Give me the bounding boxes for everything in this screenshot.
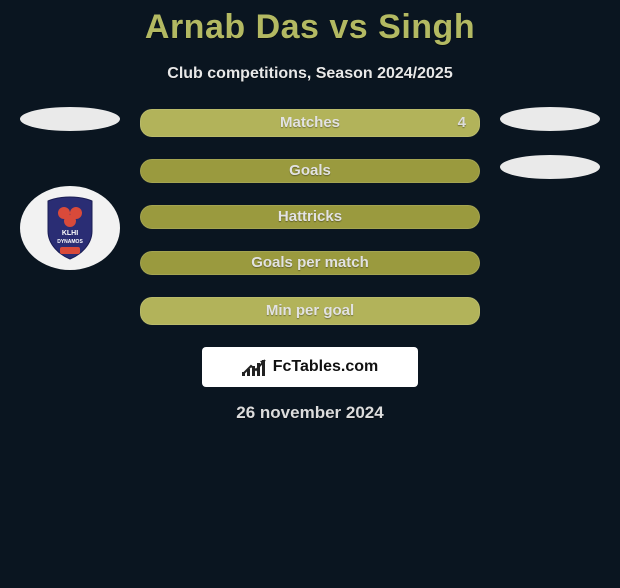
value-ellipse-right <box>500 155 600 179</box>
stat-right-side <box>510 299 610 323</box>
value-ellipse-right <box>500 107 600 131</box>
crest-label-bottom: DYNAMOS <box>57 239 83 245</box>
stat-bar: Goals per match <box>140 251 480 275</box>
stat-left-side <box>10 111 110 135</box>
stat-label: Goals per match <box>251 254 369 271</box>
trend-arrow-icon <box>241 358 267 376</box>
club-crest-icon: KLHI DYNAMOS <box>42 195 98 261</box>
team-badge-circle: KLHI DYNAMOS <box>20 186 120 270</box>
page-title: Arnab Das vs Singh <box>0 8 620 47</box>
stat-label: Min per goal <box>266 302 354 319</box>
stat-row: Goals <box>0 159 620 183</box>
stat-row: Matches 4 <box>0 109 620 137</box>
stat-bar: Hattricks <box>140 205 480 229</box>
crest-label-top: KLHI <box>62 230 78 237</box>
stat-label: Goals <box>289 162 331 179</box>
team-badge: KLHI DYNAMOS <box>20 186 120 270</box>
stat-bar: Min per goal <box>140 297 480 325</box>
stat-right-side <box>510 159 610 183</box>
stat-bar: Matches 4 <box>140 109 480 137</box>
stat-row: Min per goal <box>0 297 620 325</box>
stat-right-side <box>510 111 610 135</box>
value-ellipse-left <box>20 107 120 131</box>
stat-bar: Goals <box>140 159 480 183</box>
stat-right-side <box>510 251 610 275</box>
footer-date: 26 november 2024 <box>0 403 620 423</box>
footer-attribution[interactable]: FcTables.com <box>202 347 418 387</box>
stat-right-value: 4 <box>458 109 466 137</box>
stat-left-side <box>10 299 110 323</box>
footer-logo-text: FcTables.com <box>273 358 379 376</box>
chart-bars-icon <box>242 358 267 376</box>
stat-label: Matches <box>280 114 340 131</box>
stat-left-side <box>10 159 110 183</box>
stat-right-side <box>510 205 610 229</box>
stat-label: Hattricks <box>278 208 342 225</box>
page-subtitle: Club competitions, Season 2024/2025 <box>0 65 620 83</box>
